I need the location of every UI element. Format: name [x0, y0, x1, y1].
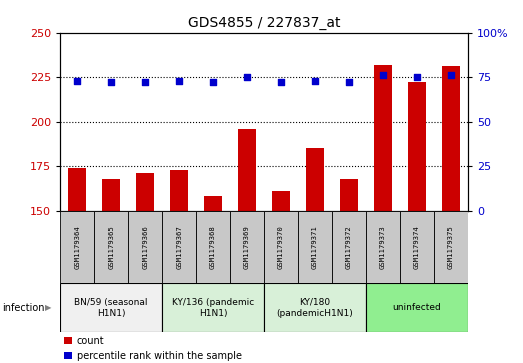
Bar	[298, 211, 332, 283]
Text: GSM1179370: GSM1179370	[278, 225, 284, 269]
Text: infection: infection	[3, 303, 45, 313]
Bar	[68, 168, 86, 211]
Point	[73, 78, 82, 83]
Bar	[162, 283, 264, 332]
Bar	[408, 82, 426, 211]
Text: GSM1179369: GSM1179369	[244, 225, 250, 269]
Text: GSM1179373: GSM1179373	[380, 225, 386, 269]
Bar	[238, 129, 256, 211]
Point	[413, 74, 422, 80]
Bar	[442, 66, 460, 211]
Point	[175, 78, 184, 83]
Bar	[374, 65, 392, 211]
Text: uninfected: uninfected	[393, 303, 441, 312]
Bar	[366, 211, 400, 283]
Text: GSM1179374: GSM1179374	[414, 225, 420, 269]
Point	[447, 73, 456, 78]
Bar	[340, 179, 358, 211]
Text: GSM1179365: GSM1179365	[108, 225, 114, 269]
Bar	[306, 148, 324, 211]
Point	[141, 79, 150, 85]
Text: ▶: ▶	[45, 303, 51, 312]
Bar	[400, 211, 434, 283]
Bar	[434, 211, 468, 283]
Bar	[60, 283, 162, 332]
Text: BN/59 (seasonal
H1N1): BN/59 (seasonal H1N1)	[74, 298, 148, 318]
Point	[209, 79, 218, 85]
Bar	[128, 211, 162, 283]
Point	[379, 73, 388, 78]
Bar	[94, 211, 128, 283]
Bar	[272, 191, 290, 211]
Bar	[102, 179, 120, 211]
Bar	[60, 211, 94, 283]
Legend: count, percentile rank within the sample: count, percentile rank within the sample	[60, 332, 246, 363]
Bar	[366, 283, 468, 332]
Bar	[196, 211, 230, 283]
Text: GSM1179371: GSM1179371	[312, 225, 318, 269]
Bar	[264, 211, 298, 283]
Text: KY/136 (pandemic
H1N1): KY/136 (pandemic H1N1)	[172, 298, 254, 318]
Point	[345, 79, 354, 85]
Point	[243, 74, 252, 80]
Bar	[170, 170, 188, 211]
Text: GSM1179364: GSM1179364	[74, 225, 80, 269]
Bar	[332, 211, 366, 283]
Bar	[230, 211, 264, 283]
Title: GDS4855 / 227837_at: GDS4855 / 227837_at	[188, 16, 340, 30]
Point	[277, 79, 286, 85]
Text: GSM1179367: GSM1179367	[176, 225, 182, 269]
Point	[311, 78, 320, 83]
Point	[107, 79, 116, 85]
Text: KY/180
(pandemicH1N1): KY/180 (pandemicH1N1)	[277, 298, 354, 318]
Text: GSM1179368: GSM1179368	[210, 225, 216, 269]
Text: GSM1179372: GSM1179372	[346, 225, 352, 269]
Text: GSM1179375: GSM1179375	[448, 225, 454, 269]
Bar	[136, 173, 154, 211]
Bar	[264, 283, 366, 332]
Bar	[162, 211, 196, 283]
Bar	[204, 196, 222, 211]
Text: GSM1179366: GSM1179366	[142, 225, 148, 269]
